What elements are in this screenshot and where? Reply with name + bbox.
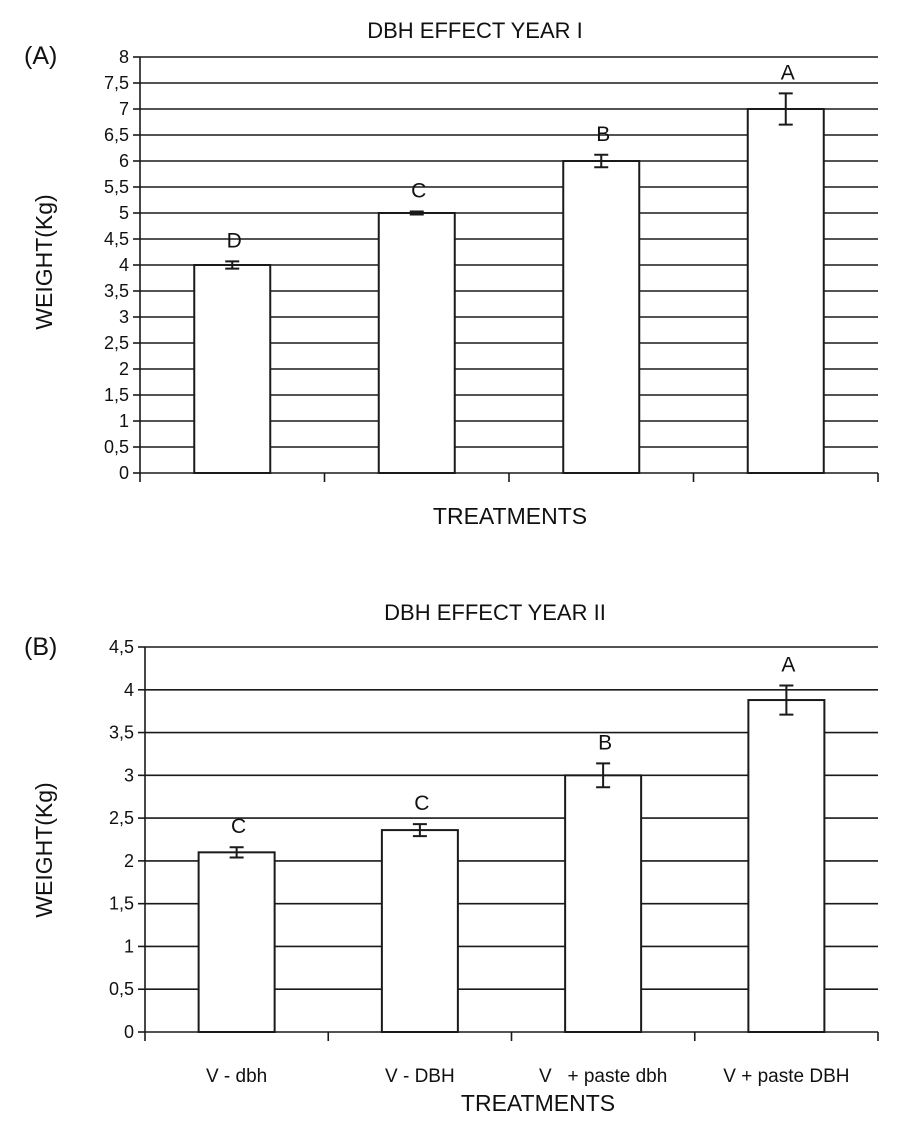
significance-label-a: D	[227, 229, 242, 252]
x-category-label-b: V - dbh	[206, 1066, 267, 1087]
y-tick-label-a: 0,5	[104, 437, 129, 457]
y-tick-label-a: 4	[119, 255, 129, 275]
x-ticks-b: V - dbh V - DBH V + paste dbh V + paste DBH	[144, 1031, 879, 1087]
y-tick-label-a: 1,5	[104, 385, 129, 405]
error-bar-b	[596, 762, 611, 789]
x-axis-title-a: TREATMENTS	[433, 503, 587, 529]
chart-title-b: DBH EFFECT YEAR II	[384, 600, 606, 625]
significance-label-a: B	[596, 123, 610, 146]
x-category-label-b: V + paste DBH	[723, 1066, 849, 1087]
error-bar-b	[412, 823, 427, 838]
bar-b	[564, 774, 643, 1033]
y-tick-label-a: 6	[119, 151, 129, 171]
chart-panel-b: (B) DBH EFFECT YEAR II WEIGHT(Kg) TREATM…	[24, 600, 879, 1116]
y-tick-label-b: 4,5	[109, 637, 134, 657]
error-bar-a	[225, 260, 240, 270]
y-tick-label-a: 0	[119, 463, 129, 483]
y-tick-label-b: 3,5	[109, 723, 134, 743]
y-tick-label-a: 8	[119, 47, 129, 67]
y-ticks-b: 0 0,5 1 1,5 2 2,5 3 3,5 4 4,5	[109, 637, 146, 1042]
bars-a: D C B A	[193, 61, 825, 474]
y-tick-label-b: 3	[124, 765, 134, 785]
error-bar-b	[779, 684, 794, 716]
bar-a	[746, 108, 825, 474]
y-tick-label-a: 6,5	[104, 125, 129, 145]
y-tick-label-a: 5	[119, 203, 129, 223]
y-tick-label-b: 0,5	[109, 979, 134, 999]
y-tick-label-a: 3,5	[104, 281, 129, 301]
bar-a	[377, 212, 456, 474]
error-bar-a	[778, 92, 793, 126]
bar-a	[193, 264, 272, 474]
y-tick-label-a: 7,5	[104, 73, 129, 93]
y-tick-label-a: 4,5	[104, 229, 129, 249]
y-tick-label-b: 2	[124, 851, 134, 871]
y-ticks-a: 0 0,5 1 1,5 2 2,5 3 3,5 4 4,5 5 5,5 6 6,5 7 7,5 8	[104, 47, 141, 483]
significance-label-a: C	[411, 179, 426, 202]
y-tick-label-b: 1	[124, 936, 134, 956]
panel-label-a: (A)	[24, 42, 57, 70]
chart-title-a: DBH EFFECT YEAR I	[367, 18, 583, 43]
y-tick-label-b: 2,5	[109, 808, 134, 828]
error-bar-a	[409, 210, 424, 216]
bars-b: C C B A	[197, 654, 826, 1033]
y-tick-label-a: 2,5	[104, 333, 129, 353]
y-tick-label-b: 4	[124, 680, 134, 700]
y-axis-title-b: WEIGHT(Kg)	[31, 782, 57, 917]
chart-panel-a: (A) DBH EFFECT YEAR I WEIGHT(Kg) TREATME…	[24, 18, 879, 529]
y-tick-label-a: 3	[119, 307, 129, 327]
significance-label-b: B	[598, 731, 612, 754]
bar-b	[197, 851, 276, 1033]
y-tick-label-b: 1,5	[109, 894, 134, 914]
bar-b	[747, 699, 826, 1033]
error-bar-a	[594, 153, 609, 169]
bar-a	[562, 160, 641, 474]
x-ticks-a	[139, 472, 879, 482]
significance-label-a: A	[781, 61, 795, 84]
error-bar-b	[229, 846, 244, 859]
x-axis-title-b: TREATMENTS	[461, 1090, 615, 1116]
bar-b	[380, 829, 459, 1033]
y-tick-label-a: 5,5	[104, 177, 129, 197]
y-tick-label-a: 7	[119, 99, 129, 119]
x-category-label-b: V + paste dbh	[539, 1066, 667, 1087]
significance-label-b: A	[781, 654, 795, 677]
y-tick-label-a: 1	[119, 411, 129, 431]
y-axis-title-a: WEIGHT(Kg)	[31, 194, 57, 329]
significance-label-b: C	[231, 815, 246, 838]
y-tick-label-b: 0	[124, 1022, 134, 1042]
panel-label-b: (B)	[24, 633, 57, 661]
x-category-label-b: V - DBH	[385, 1066, 455, 1087]
y-tick-label-a: 2	[119, 359, 129, 379]
significance-label-b: C	[414, 792, 429, 815]
